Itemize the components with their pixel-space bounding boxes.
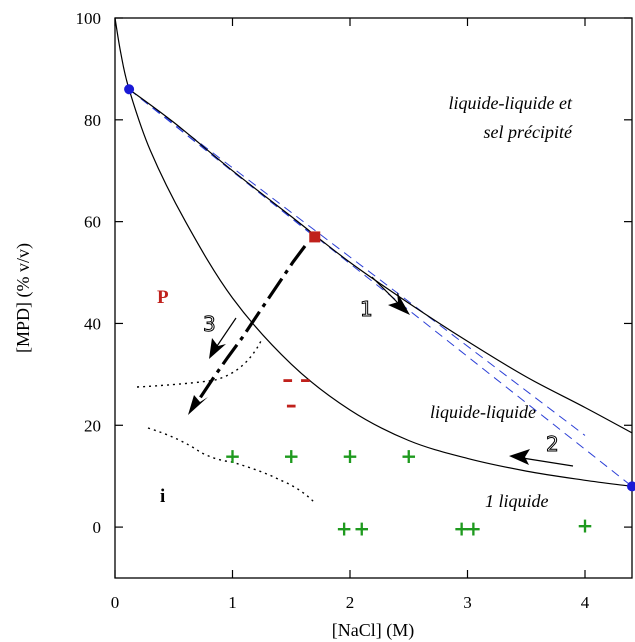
plus-marker: +: [342, 444, 359, 468]
y-tick-label: 60: [84, 213, 101, 232]
region-label-ll-salt-line1: liquide-liquide et: [449, 93, 573, 113]
y-axis-title: [MPD] (% v/v): [13, 243, 34, 353]
x-tick-label: 3: [463, 593, 472, 612]
minus-marker: –: [282, 367, 293, 392]
y-tick-label: 20: [84, 416, 101, 435]
arrow-3-label: 3: [203, 312, 216, 336]
arrow-3-head: [209, 338, 226, 359]
x-tick-label: 1: [228, 593, 237, 612]
dotted-boundaries: [136, 340, 315, 503]
lower-binodal-curve: [114, 17, 633, 487]
region-label-1l: 1 liquide: [485, 491, 549, 511]
arrow-2-label: 2: [546, 432, 559, 456]
label-p: P: [157, 287, 169, 308]
blue-circle-point: [124, 84, 135, 95]
x-tick-label: 2: [346, 593, 355, 612]
plus-marker: +: [465, 517, 482, 541]
x-tick-label: 4: [581, 593, 590, 612]
tie-line: [128, 88, 586, 436]
minus-marker: –: [300, 367, 311, 392]
plus-marker: +: [224, 444, 241, 468]
x-tick-label: 0: [111, 593, 120, 612]
path-3-trajectory: [188, 245, 307, 415]
axis-ticks: [114, 17, 632, 578]
y-tick-label: 0: [93, 518, 102, 537]
arrow-2-head: [509, 449, 530, 465]
tie-lines: [128, 88, 633, 487]
binodal-curves: [114, 17, 633, 487]
path-3-dashdot: [190, 245, 307, 411]
arrow-1-head: [388, 292, 410, 315]
region-label-ll: liquide-liquide: [430, 402, 536, 422]
boundary-i-region: [147, 427, 315, 503]
plus-marker: +: [283, 444, 300, 468]
upper-binodal-curve: [128, 88, 633, 434]
y-tick-label: 80: [84, 111, 101, 130]
plus-marker: +: [336, 517, 353, 541]
plus-marker: +: [453, 517, 470, 541]
boundary-p-region: [136, 340, 262, 388]
x-axis-title: [NaCl] (M): [332, 620, 414, 641]
minus-marker: –: [286, 393, 297, 418]
red-square-point: [309, 231, 321, 243]
y-tick-label: 40: [84, 314, 101, 333]
plus-marker: +: [400, 444, 417, 468]
path-3-arrowhead: [188, 395, 208, 415]
region-label-ll-salt-line2: sel précipité: [484, 122, 573, 142]
arrow-1-label: 1: [360, 297, 373, 321]
sign-markers: + + + ++ + ++ +– ––: [224, 367, 593, 540]
plot-frame: [114, 17, 633, 579]
plus-marker: +: [577, 514, 594, 538]
tie-line: [128, 88, 316, 238]
plus-marker: +: [353, 517, 370, 541]
arrows-1-2: [371, 276, 574, 467]
label-i: i: [160, 486, 165, 507]
blue-circle-point: [627, 481, 635, 492]
y-tick-label: 100: [76, 9, 102, 28]
data-points: [124, 84, 635, 492]
